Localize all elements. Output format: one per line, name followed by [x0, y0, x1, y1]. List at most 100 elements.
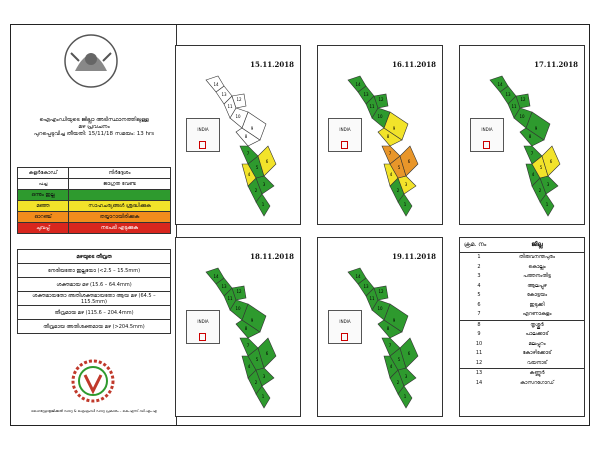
kerala-locator-box: [483, 141, 490, 149]
district-number-label: 1: [262, 394, 265, 399]
district-number-label: 3: [263, 182, 266, 187]
district-6: [399, 145, 419, 177]
panel-date: 17.11.2018: [534, 60, 578, 69]
district-number-label: 13: [363, 284, 369, 289]
panel-date: 18.11.2018: [250, 252, 294, 261]
alert-code: ചുവപ്പ്: [17, 222, 69, 234]
alert-code: പച്ച: [17, 178, 69, 190]
district-name: കൊല്ലം: [528, 263, 546, 270]
district-number-label: 10: [235, 306, 241, 311]
district-number-label: 9: [251, 318, 254, 323]
district-list: ക്രമ. നം ജില്ല 1 തിരുവനന്തപുരം 2 കൊല്ലം 3 പത്…: [459, 237, 585, 417]
district-number-label: 2: [255, 380, 258, 385]
rain-row: നേരിയതോ ഇല്ലയോ (<2.5 – 15.5mm): [17, 263, 171, 278]
india-inset-map: INDIA: [186, 118, 220, 152]
rain-intensity-table: മഴയുടെ തീവ്രത നേരിയതോ ഇല്ലയോ (<2.5 – 15.…: [17, 249, 171, 334]
district-list-item: 3 പത്തനംതിട്ട: [460, 272, 584, 282]
inset-label: INDIA: [481, 127, 493, 132]
alert-color-table: കളർകോഡ് നിർദ്ദേശം പച്ച ജാഗ്രത വേണ്ട ഒന്ന…: [17, 167, 172, 234]
district-number-label: 6: [550, 159, 553, 164]
district-number-label: 7: [247, 343, 250, 348]
district-number-label: 7: [389, 151, 392, 156]
district-list-item: 9 പാലക്കാട്: [460, 330, 584, 340]
district-no: 9: [477, 331, 481, 337]
district-number-label: 11: [227, 296, 233, 301]
district-7: [381, 145, 401, 165]
forecast-map-panel: 18.11.2018 1 2 3 4 5 6 7 8 9 10 11 12 13 14 INDIA: [175, 237, 301, 417]
district-no: 6: [477, 301, 481, 308]
district-number-label: 2: [397, 380, 400, 385]
district-no: 3: [477, 273, 481, 279]
footer-note: ഹൈഡ്രോളജിക്കൽ ഡാറ്റ & ഐഎംഡി ഡാറ്റ പ്രകാര…: [31, 409, 157, 413]
district-number-label: 12: [520, 97, 526, 102]
district-name: മലപ്പുറം: [528, 340, 546, 347]
district-number-label: 1: [404, 202, 407, 207]
district-number-label: 2: [255, 188, 258, 193]
district-number-label: 13: [221, 92, 227, 97]
district-number-label: 9: [393, 318, 396, 323]
district-list-item: 1 തിരുവനന്തപുരം: [460, 253, 584, 263]
district-list-item: 10 മലപ്പുറം: [460, 340, 584, 350]
district-list-item: 14 കാസറഗോഡ്: [460, 379, 584, 389]
forecast-sheet: ഐഎംഡിയുടെ ജില്ലാ അടിസ്ഥാനത്തിലുള്ള മഴ പ്…: [10, 24, 590, 426]
district-name: കാസറഗോഡ്: [520, 379, 554, 386]
district-name: ഇടുക്കി: [529, 301, 545, 308]
district-number-label: 4: [390, 172, 393, 177]
district-number-label: 7: [389, 343, 392, 348]
rain-row: തീവ്രമായ അതിശക്തമായ മഴ (>204.5mm): [17, 319, 171, 334]
forecast-map-panel: 15.11.2018 1 2 3 4 5 6 7 8 9 10 11 12 13 14 INDIA: [175, 45, 301, 225]
rain-table-head: മഴയുടെ തീവ്രത: [17, 249, 171, 264]
legend-column: ഐഎംഡിയുടെ ജില്ലാ അടിസ്ഥാനത്തിലുള്ള മഴ പ്…: [11, 25, 177, 425]
district-number-label: 5: [540, 165, 543, 170]
alert-row-red: ചുവപ്പ് നടപടി എടുക്കുക: [17, 222, 172, 234]
district-number-label: 13: [505, 92, 511, 97]
district-no: 11: [475, 350, 483, 356]
district-name: പാലക്കാട്: [525, 331, 549, 337]
alert-note: തയ്യാറായിരിക്കുക: [67, 211, 172, 223]
forecast-map-panel: 16.11.2018 1 2 3 4 5 6 7 8 9 10 11 12 13 14 INDIA: [317, 45, 443, 225]
kerala-emblem-icon: [64, 34, 118, 88]
district-list-header: ക്രമ. നം ജില്ല: [460, 238, 584, 253]
district-number-label: 8: [387, 134, 390, 139]
inset-label: INDIA: [197, 319, 209, 324]
district-number-label: 13: [221, 284, 227, 289]
district-number-label: 13: [363, 92, 369, 97]
alert-code: മഞ്ഞ: [17, 200, 69, 212]
district-number-label: 2: [397, 188, 400, 193]
district-name: പത്തനംതിട്ട: [523, 273, 551, 279]
district-number-label: 4: [532, 172, 535, 177]
district-number-label: 4: [248, 172, 251, 177]
district-7: [381, 337, 401, 357]
district-head-name: ജില്ല: [531, 241, 543, 248]
district-no: 8: [477, 321, 481, 328]
district-list-item: 11 കോഴിക്കോട്: [460, 349, 584, 359]
district-list-item: 4 ആലപ്പുഴ: [460, 282, 584, 292]
district-number-label: 11: [511, 104, 517, 109]
header-title: ഐഎംഡിയുടെ ജില്ലാ അടിസ്ഥാനത്തിലുള്ള: [39, 117, 149, 123]
district-no: 12: [475, 359, 483, 366]
alert-row-green: പച്ച ജാഗ്രത വേണ്ട: [17, 178, 172, 190]
rain-row: തീവ്രമായ മഴ (115.6 – 204.4mm): [17, 305, 171, 320]
district-name: കോഴിക്കോട്: [522, 350, 552, 356]
district-number-label: 14: [355, 274, 361, 279]
district-number-label: 9: [393, 126, 396, 131]
district-number-label: 4: [248, 364, 251, 369]
district-list-item: 8 തൃശ്ശൂർ: [460, 319, 584, 331]
district-number-label: 11: [369, 296, 375, 301]
district-number-label: 5: [256, 357, 259, 362]
kerala-locator-box: [341, 141, 348, 149]
district-no: 4: [477, 282, 481, 289]
district-no: 10: [475, 340, 483, 347]
district-name: വയനാട്: [526, 359, 548, 366]
district-number-label: 3: [405, 182, 408, 187]
india-inset-map: INDIA: [470, 118, 504, 152]
district-no: 2: [477, 263, 481, 270]
district-list-item: 2 കൊല്ലം: [460, 263, 584, 273]
district-number-label: 12: [236, 289, 242, 294]
ksdma-logo-icon: [71, 359, 115, 403]
district-number-label: 8: [245, 326, 248, 331]
header-issued: പുറപ്പെടുവിച്ച തീയതി: 15/11/18 സമയം: 13 …: [33, 131, 155, 137]
kerala-locator-box: [199, 141, 206, 149]
